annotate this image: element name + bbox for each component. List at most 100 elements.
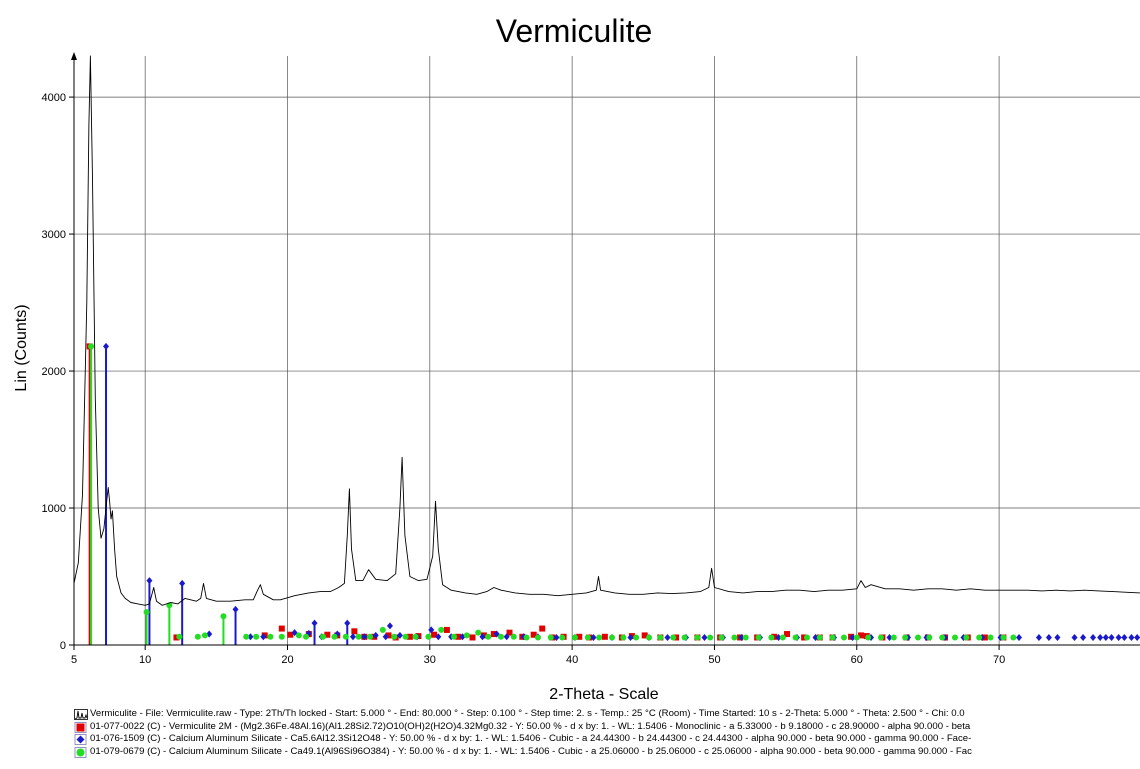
y-tick-label: 0 [60,640,66,652]
reference-marker-square [351,628,358,635]
reference-marker-diamond [1016,633,1023,641]
reference-marker-circle [475,629,482,636]
legend-text-vermiculite-2m: 01-077-0022 (C) - Vermiculite 2M - (Mg2.… [90,720,971,732]
reference-marker-circle [220,613,227,620]
axes [69,52,1140,650]
reference-marker-circle [367,633,374,640]
reference-marker-circle [278,633,285,640]
reference-marker-diamond [372,631,379,639]
legend-item-vermiculite-2m: 01-077-0022 (C) - Vermiculite 2M - (Mg2.… [74,721,1136,734]
reference-marker-diamond [311,619,318,627]
reference-marker-circle [829,634,836,641]
series-line-1 [73,55,1140,606]
square-marker-icon [74,721,87,733]
reference-marker-circle [951,634,958,641]
reference-marker-diamond [849,633,856,641]
reference-marker-diamond [247,633,254,641]
reference-marker-circle [295,632,302,639]
reference-marker-circle [768,634,775,641]
reference-marker-circle [1010,634,1017,641]
reference-marker-diamond [1102,633,1109,641]
reference-pattern-2 [103,342,1140,645]
reference-marker-circle [755,634,762,641]
reference-marker-square [506,629,513,636]
xrd-chart: Vermiculite 5 10 20 30 40 50 60 70 0 1000 2000 3000… [13,13,1140,703]
reference-marker-circle [485,633,492,640]
reference-marker-diamond [738,633,745,641]
x-tick-label: 50 [708,654,720,666]
reference-marker-circle [987,634,994,641]
x-tick-label: 20 [281,654,293,666]
reference-marker-square [443,626,450,633]
reference-marker-circle [194,633,201,640]
reference-marker-diamond [553,633,560,641]
reference-marker-circle [571,634,578,641]
reference-marker-circle [914,634,921,641]
reference-marker-diamond [1080,633,1087,641]
chart-title: Vermiculite [496,13,653,49]
legend-item-calcium-aluminum-silicate-2: 01-079-0679 (C) - Calcium Aluminum Silic… [74,746,1136,759]
y-tick-label: 3000 [42,229,66,241]
reference-marker-circle [412,633,419,640]
reference-marker-square [601,633,608,640]
diamond-marker-icon [74,734,87,746]
reference-marker-circle [379,626,386,633]
scan-series [73,55,1140,606]
reference-marker-diamond [435,633,442,641]
reference-marker-square [278,625,285,632]
reference-marker-circle [707,634,714,641]
reference-marker-square [539,625,546,632]
reference-marker-square [324,631,331,638]
x-tick-label: 40 [566,654,578,666]
reference-marker-diamond [386,622,393,630]
reference-marker-diamond [1108,633,1115,641]
y-axis-arrow [71,52,77,60]
reference-marker-circle [633,634,640,641]
reference-marker-circle [877,634,884,641]
reference-marker-diamond [1097,633,1104,641]
reference-marker-circle [302,633,309,640]
reference-marker-circle [463,632,470,639]
circle-marker-icon [74,747,87,758]
reference-marker-circle [657,634,664,641]
reference-marker-diamond [1128,633,1135,641]
reference-marker-circle [890,634,897,641]
reference-marker-diamond [479,633,486,641]
reference-marker-square [431,631,438,638]
tick-labels: 5 10 20 30 40 50 60 70 0 1000 2000 3000 4000 [42,92,1006,666]
legend-text-calcium-aluminum-silicate-1: 01-076-1509 (C) - Calcium Aluminum Silic… [90,733,972,745]
y-tick-label: 4000 [42,92,66,104]
reference-marker-circle [742,634,749,641]
reference-marker-diamond [812,633,819,641]
reference-marker-diamond [1035,633,1042,641]
reference-marker-square [530,631,537,638]
grid-lines [74,56,1140,645]
reference-marker-circle [320,633,327,640]
reference-marker-circle [391,633,398,640]
reference-marker-circle [438,626,445,633]
reference-marker-circle [939,634,946,641]
reference-marker-circle [779,634,786,641]
reference-marker-circle [853,634,860,641]
reference-marker-circle [523,634,530,641]
reference-marker-diamond [396,631,403,639]
x-tick-label: 70 [993,654,1005,666]
reference-marker-circle [731,634,738,641]
reference-patterns [86,342,1140,645]
reference-marker-diamond [428,626,435,634]
reference-marker-circle [267,633,274,640]
reference-marker-circle [331,633,338,640]
legend-text-scan: Vermiculite - File: Vermiculite.raw - Ty… [90,708,965,719]
reference-marker-circle [694,634,701,641]
legend-text-calcium-aluminum-silicate-2: 01-079-0679 (C) - Calcium Aluminum Silic… [90,746,972,758]
reference-marker-circle [803,634,810,641]
reference-marker-circle [840,634,847,641]
reference-pattern-1 [86,343,1007,645]
reference-marker-square [385,632,392,639]
reference-marker-diamond [1090,633,1097,641]
x-axis-label: 2-Theta - Scale [549,686,658,703]
reference-marker-diamond [146,577,153,585]
reference-marker-square [641,632,648,639]
scan-pattern-icon [74,708,88,720]
legend-item-calcium-aluminum-silicate-1: 01-076-1509 (C) - Calcium Aluminum Silic… [74,733,1136,746]
